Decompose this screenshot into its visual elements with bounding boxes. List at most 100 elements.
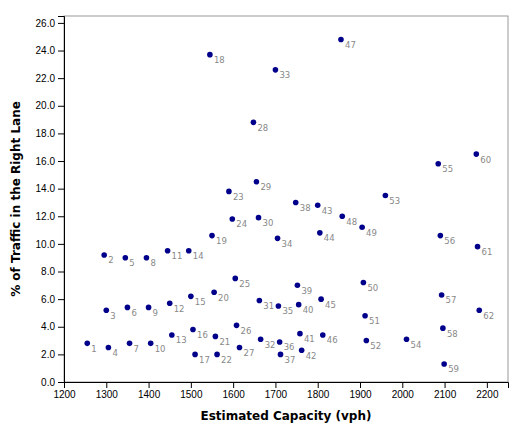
- y-tick: 12.0: [36, 211, 64, 222]
- y-tick-label: 24.0: [36, 45, 56, 56]
- point-label: 42: [306, 351, 317, 361]
- y-tick-mark: [58, 51, 64, 52]
- x-tick: 1600: [223, 382, 246, 400]
- plot-frame: [64, 16, 508, 382]
- point: [254, 179, 260, 185]
- point: [123, 255, 129, 261]
- point: [167, 300, 173, 306]
- point-label: 40: [303, 305, 314, 315]
- y-axis-title: % of Traffic in the Right Lane: [9, 101, 23, 297]
- point: [237, 345, 243, 351]
- y-tick-mark: [58, 244, 64, 245]
- point: [439, 292, 445, 298]
- point: [438, 233, 444, 239]
- y-tick-label: 22.0: [36, 73, 56, 84]
- y-tick: 4.0: [41, 321, 64, 332]
- points: [84, 37, 482, 367]
- point-label: 48: [346, 217, 357, 227]
- point-label: 60: [480, 155, 491, 165]
- point: [125, 305, 131, 311]
- point-label: 4: [112, 348, 117, 358]
- y-tick-label: 16.0: [36, 156, 56, 167]
- point: [144, 255, 150, 261]
- point: [234, 323, 240, 329]
- x-tick-mark: [487, 382, 488, 388]
- y-tick-label: 10.0: [36, 239, 56, 250]
- point-label: 11: [172, 251, 183, 261]
- point: [276, 303, 282, 309]
- point: [103, 307, 109, 313]
- point-label: 3: [110, 311, 115, 321]
- point-label: 9: [153, 308, 158, 318]
- point-label: 35: [282, 306, 293, 316]
- x-axis-title: Estimated Capacity (vph): [201, 409, 372, 423]
- y-tick: 26.0: [36, 18, 64, 29]
- point: [213, 334, 219, 340]
- x-tick-mark: [318, 382, 319, 388]
- point-label: 43: [322, 206, 333, 216]
- point-label: 46: [327, 335, 338, 345]
- point-label: 41: [304, 334, 315, 344]
- x-tick-label: 2000: [392, 389, 415, 400]
- point: [207, 52, 213, 58]
- y-tick-label: 20.0: [36, 100, 56, 111]
- point-label: 24: [236, 219, 247, 229]
- point-label: 61: [482, 247, 493, 257]
- point: [256, 215, 262, 221]
- point-label: 1: [91, 344, 96, 354]
- point: [146, 305, 152, 311]
- point-label: 17: [199, 355, 210, 365]
- x-tick-label: 1700: [265, 389, 288, 400]
- y-tick: 14.0: [36, 183, 64, 194]
- point: [192, 352, 198, 358]
- y-tick-mark: [58, 133, 64, 134]
- y-tick-label: 6.0: [41, 294, 55, 305]
- x-tick: 1800: [307, 382, 330, 400]
- point: [148, 341, 154, 347]
- x-tick-mark: [191, 382, 192, 388]
- point-label: 39: [301, 286, 312, 296]
- point-label: 5: [129, 258, 134, 268]
- y-tick-mark: [58, 382, 64, 383]
- point-label: 27: [243, 348, 254, 358]
- point: [404, 336, 410, 342]
- point-label: 44: [324, 233, 335, 243]
- point-label: 30: [263, 218, 274, 228]
- point-label: 45: [325, 300, 336, 310]
- y-tick-label: 2.0: [41, 349, 55, 360]
- point-label: 51: [369, 316, 380, 326]
- point-label: 59: [448, 364, 459, 374]
- point: [251, 120, 257, 126]
- point: [101, 252, 107, 258]
- y-tick-mark: [58, 354, 64, 355]
- point-label: 22: [221, 355, 232, 365]
- y-tick: 22.0: [36, 73, 64, 84]
- point: [209, 233, 215, 239]
- y-tick-label: 4.0: [41, 321, 55, 332]
- x-tick-mark: [106, 382, 107, 388]
- point: [297, 331, 303, 337]
- point-label: 21: [219, 337, 230, 347]
- y-tick: 10.0: [36, 239, 64, 250]
- point-label: 37: [285, 355, 296, 365]
- point-label: 50: [367, 283, 378, 293]
- x-tick-mark: [445, 382, 446, 388]
- x-tick-label: 1500: [180, 389, 203, 400]
- point: [106, 345, 112, 351]
- point: [338, 37, 344, 43]
- y-tick: 0.0: [41, 377, 64, 388]
- point: [315, 202, 321, 208]
- x-tick-mark: [233, 382, 234, 388]
- x-tick: 1900: [349, 382, 372, 400]
- point: [186, 248, 192, 254]
- x-tick-label: 2100: [434, 389, 457, 400]
- y-tick-mark: [58, 189, 64, 190]
- point: [476, 307, 482, 313]
- point-label: 19: [216, 236, 227, 246]
- point-label: 8: [150, 258, 155, 268]
- x-tick: 2100: [434, 382, 457, 400]
- y-tick: 24.0: [36, 45, 64, 56]
- x-tick: 1300: [96, 382, 119, 400]
- point: [226, 189, 232, 195]
- point-label: 31: [263, 301, 274, 311]
